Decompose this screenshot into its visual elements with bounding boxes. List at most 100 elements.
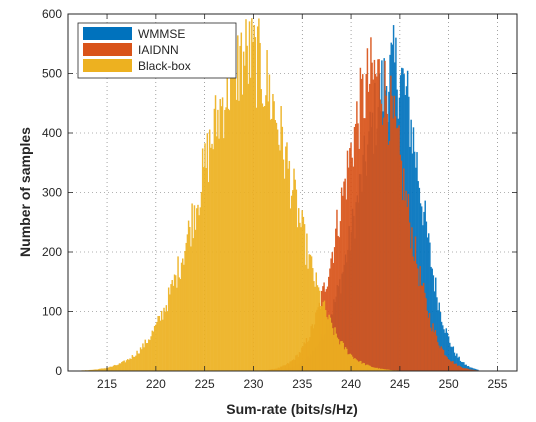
histogram-bar — [436, 342, 439, 371]
histogram-bar — [406, 206, 408, 371]
histogram-bar — [443, 355, 446, 371]
histogram-bar — [234, 37, 237, 372]
histogram-bar — [263, 105, 266, 372]
histogram-bar — [251, 18, 253, 371]
histogram-bar — [367, 364, 369, 371]
histogram-bar — [367, 91, 370, 372]
histogram-bar — [427, 317, 430, 371]
histogram-bar — [228, 110, 231, 371]
histogram-bar — [366, 48, 369, 372]
histogram-bar — [225, 107, 227, 371]
histogram-bar — [118, 363, 121, 371]
histogram-bar — [185, 242, 187, 371]
histogram-bar — [341, 341, 343, 371]
histogram-bar — [361, 74, 364, 371]
histogram-bar — [469, 369, 472, 371]
histogram-bar — [230, 72, 232, 372]
histogram-bar — [253, 24, 255, 371]
histogram-bar — [104, 368, 107, 371]
histogram-bar — [413, 261, 416, 371]
histogram-bar — [114, 364, 116, 371]
histogram-bar — [121, 361, 123, 371]
histogram-bar — [204, 143, 206, 371]
histogram-bar — [308, 254, 310, 371]
histogram-bar — [446, 332, 449, 371]
histogram-bar — [210, 147, 212, 371]
histogram-bar — [385, 95, 387, 371]
histogram-bar — [369, 83, 371, 372]
histogram-bar — [286, 142, 288, 371]
histogram-bar — [281, 126, 284, 372]
histogram-bar — [255, 107, 258, 371]
histogram-bar — [386, 369, 389, 371]
histogram-bar — [438, 345, 440, 371]
histogram-bar — [456, 353, 458, 371]
legend-label: WMMSE — [138, 27, 185, 41]
histogram-bar — [442, 350, 445, 371]
histogram-bar — [460, 366, 462, 371]
histogram-bar — [433, 332, 435, 371]
histogram-bar — [163, 307, 165, 371]
histogram-bar — [451, 347, 453, 371]
histogram-bar — [184, 250, 186, 371]
histogram-bar — [179, 278, 182, 371]
histogram-bar — [306, 233, 308, 371]
histogram-bar — [458, 356, 460, 371]
histogram-bar — [448, 359, 451, 371]
histogram-bar — [200, 191, 203, 371]
histogram-bar — [207, 182, 210, 371]
histogram-bar — [400, 160, 403, 371]
histogram-bar — [461, 367, 464, 371]
histogram-bar — [418, 286, 420, 371]
x-tick-label: 255 — [487, 377, 507, 391]
histogram-bar — [273, 101, 275, 372]
x-tick-label: 235 — [292, 377, 312, 391]
histogram-bar — [285, 146, 287, 371]
histogram-bar — [157, 316, 159, 371]
histogram-bar — [289, 208, 292, 371]
histogram-bar — [217, 109, 219, 371]
histogram-bar — [123, 360, 125, 371]
x-tick-label: 245 — [390, 377, 410, 391]
histogram-bar — [156, 321, 158, 371]
histogram-bar — [244, 65, 246, 372]
histogram-bar — [345, 348, 348, 371]
histogram-bar — [135, 355, 137, 371]
histogram-bar — [107, 367, 109, 371]
histogram-bar — [449, 342, 451, 371]
histogram-bar — [337, 339, 340, 371]
histogram-bar — [364, 365, 367, 371]
histogram-bar — [343, 181, 345, 371]
histogram-bar — [295, 189, 298, 371]
histogram-bar — [453, 363, 455, 371]
histogram-bar — [254, 37, 257, 371]
histogram-bar — [358, 148, 360, 371]
histogram-bar — [428, 313, 431, 371]
histogram-bar — [422, 282, 425, 371]
histogram-bar — [178, 277, 180, 371]
histogram-bar — [145, 343, 148, 371]
histogram-bar — [241, 94, 244, 371]
histogram-bar — [160, 310, 163, 371]
histogram-bar — [461, 362, 464, 371]
histogram-bar — [465, 364, 467, 371]
histogram-bar — [384, 60, 386, 371]
histogram-bar — [370, 366, 373, 371]
histogram-bar — [260, 89, 262, 372]
histogram-bar — [347, 167, 350, 371]
histogram-bar — [459, 366, 461, 371]
histogram-bar — [227, 108, 230, 371]
legend-swatch — [83, 59, 132, 72]
histogram-bar — [351, 157, 353, 371]
histogram-bar — [219, 98, 221, 372]
y-tick-label: 300 — [42, 186, 62, 200]
histogram-bar — [310, 256, 313, 371]
histogram-bar — [424, 292, 426, 371]
histogram-bar — [426, 310, 428, 371]
histogram-bar — [170, 284, 172, 371]
histogram-bar — [117, 364, 120, 371]
histogram-bar — [445, 355, 447, 371]
legend-swatch — [83, 43, 132, 56]
histogram-bar — [124, 362, 127, 371]
histogram-bar — [379, 99, 382, 372]
